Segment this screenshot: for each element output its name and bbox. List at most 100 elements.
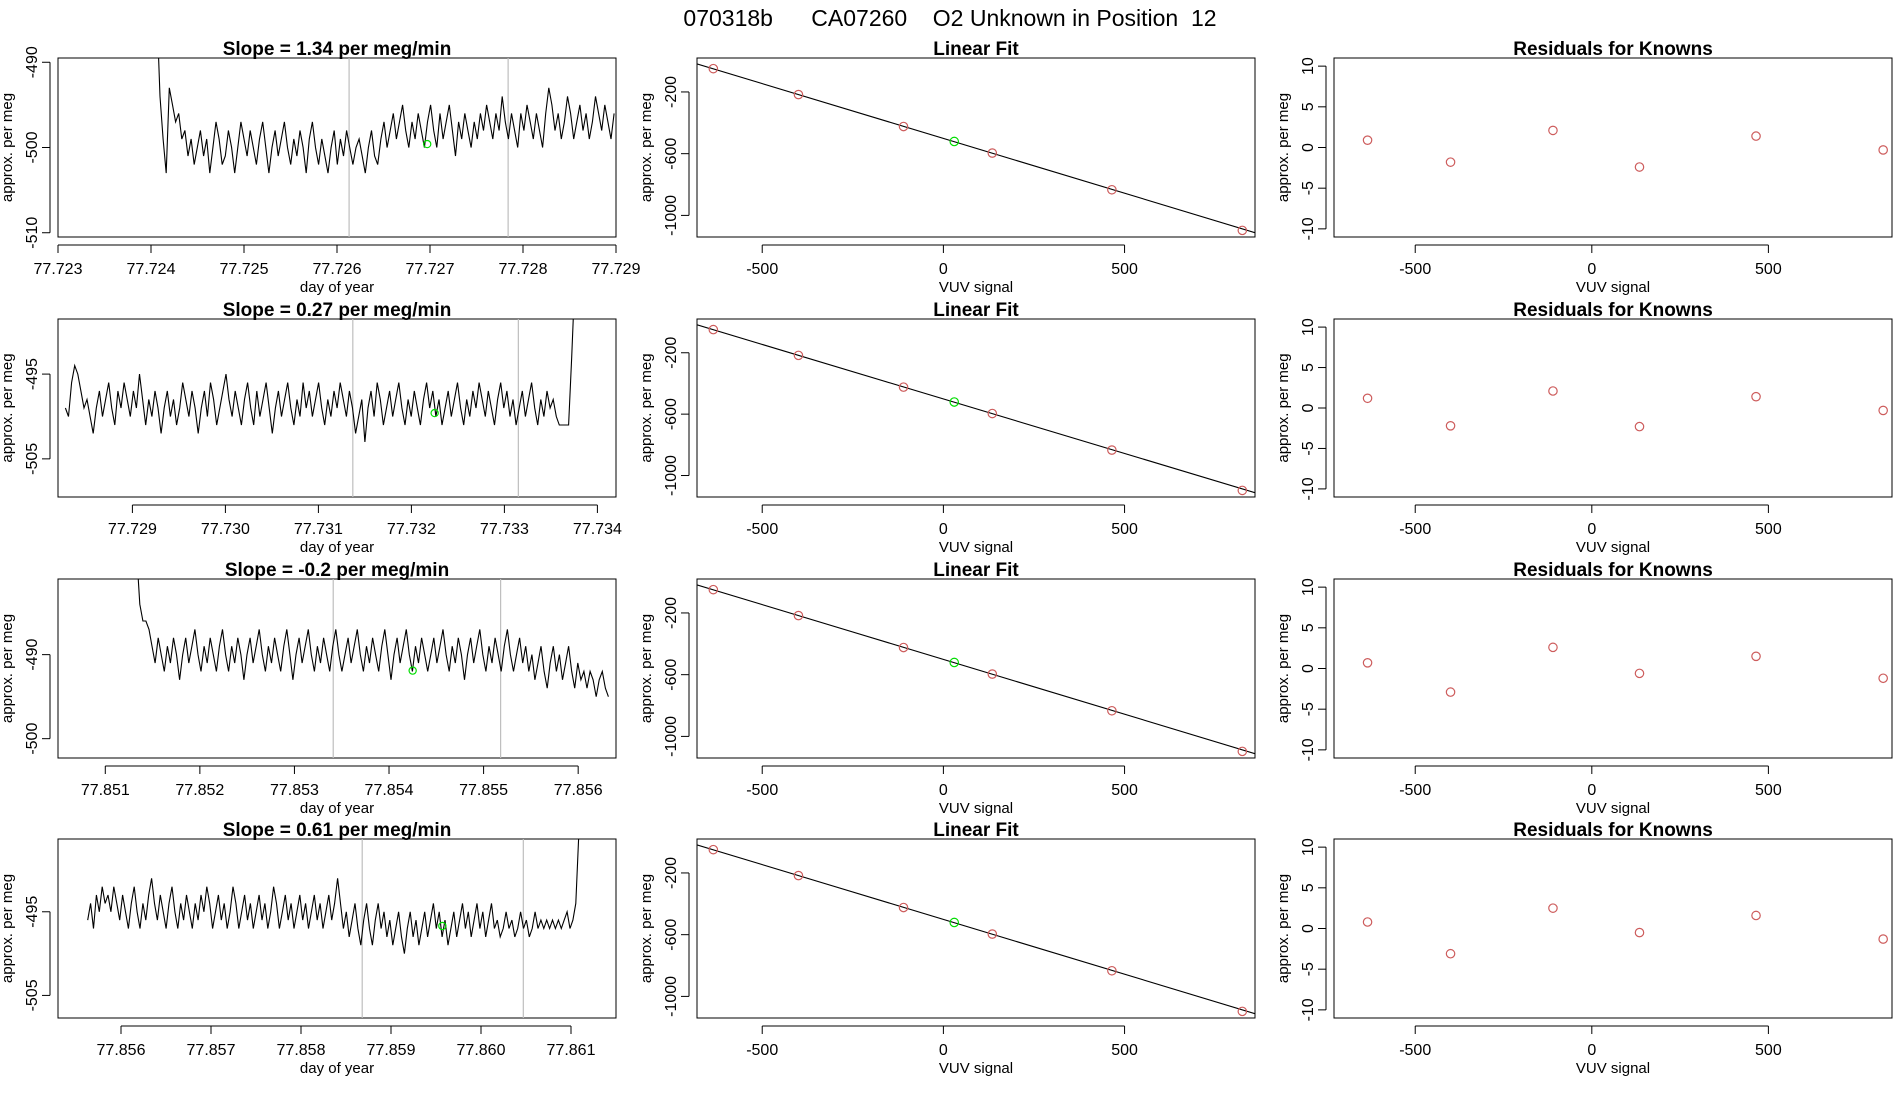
- plot-frame: [57, 838, 617, 1019]
- x-tick-label: 77.729: [592, 261, 641, 278]
- x-tick-label: -500: [746, 782, 778, 799]
- known-point: [1634, 162, 1645, 172]
- plot-frame: [696, 318, 1256, 498]
- known-point: [987, 148, 998, 158]
- y-tick-label: 5: [1300, 102, 1317, 111]
- x-tick-label: 0: [939, 1042, 948, 1059]
- fit-line: [697, 63, 1255, 234]
- panel-r3-c2: Linear Fit -500 0 500 VUV signal -200 -600 -100…: [638, 560, 1256, 817]
- plot-area: [137, 579, 609, 758]
- panel-title: Linear Fit: [933, 39, 1019, 60]
- x-axis-label: VUV signal: [1576, 800, 1650, 817]
- x-tick-label: 77.857: [187, 1042, 236, 1059]
- x-tick-label: 77.724: [127, 261, 176, 278]
- y-axis-label: approx. per meg: [1275, 93, 1292, 202]
- y-tick-label: 10: [1300, 578, 1317, 596]
- x-tick-label: 77.851: [81, 782, 130, 799]
- unknown-point: [949, 917, 960, 928]
- panel-title: Linear Fit: [933, 300, 1019, 321]
- known-point: [1237, 485, 1248, 496]
- y-tick-label: -5: [1300, 962, 1317, 976]
- panel-r3-c3: Residuals for Knowns -500 0 500 VUV signal 10…: [1275, 560, 1893, 817]
- known-point: [793, 870, 804, 881]
- plot-area: [1362, 125, 1888, 172]
- y-tick-label: 5: [1300, 623, 1317, 632]
- panel-title: Residuals for Knowns: [1513, 300, 1713, 321]
- x-tick-label: 77.728: [499, 261, 548, 278]
- x-tick-label: 0: [1587, 1042, 1596, 1059]
- plot-frame: [57, 57, 617, 238]
- known-point: [1445, 157, 1456, 167]
- y-axis-label: approx. per meg: [0, 614, 16, 723]
- plot-area: [1362, 642, 1888, 697]
- panel-r4-c2: Linear Fit -500 0 500 VUV signal -200 -600 -100…: [638, 820, 1256, 1077]
- y-tick-label: -5: [1300, 441, 1317, 455]
- unknown-mean-point: [408, 666, 417, 675]
- x-tick-label: 77.733: [480, 521, 529, 538]
- y-axis-label: approx. per meg: [638, 93, 655, 202]
- panel-r1-c3: Residuals for Knowns -500 0 500 VUV signal 10…: [1275, 39, 1893, 296]
- known-point: [708, 844, 719, 855]
- x-tick-label: 0: [1587, 261, 1596, 278]
- y-tick-label: -490: [24, 639, 41, 671]
- plot-frame: [696, 578, 1256, 759]
- unknown-mean-point: [438, 921, 447, 931]
- x-tick-label: 77.727: [406, 261, 455, 278]
- known-point: [1878, 145, 1888, 155]
- x-tick-label: 500: [1755, 261, 1782, 278]
- plot-area: [158, 58, 615, 237]
- y-axis-label: approx. per meg: [0, 353, 16, 462]
- panel-r4-c1: Slope = 0.61 per meg/min 77.856 77.857 77.8…: [0, 820, 617, 1077]
- known-point: [1362, 393, 1373, 404]
- x-tick-label: -500: [1399, 782, 1431, 799]
- x-tick-label: 77.861: [547, 1042, 596, 1059]
- panel-r1-c2: Linear Fit -500 0 500 VUV signal -200 -600 -100…: [638, 39, 1256, 296]
- known-point: [793, 610, 804, 621]
- panel-r2-c3: Residuals for Knowns -500 0 500 VUV signal 10…: [1275, 300, 1893, 556]
- x-axis-label: VUV signal: [939, 279, 1013, 296]
- x-axis-label: VUV signal: [939, 539, 1013, 556]
- page-title: 070318b CA07260 O2 Unknown in Position 1…: [683, 5, 1217, 31]
- known-point: [1107, 965, 1117, 976]
- known-point: [987, 669, 998, 679]
- x-tick-label: 0: [1587, 782, 1596, 799]
- panel-r2-c1: Slope = 0.27 per meg/min 77.729 77.730 77.7…: [0, 300, 622, 556]
- known-point: [1634, 927, 1645, 938]
- known-point: [708, 324, 719, 335]
- y-tick-label: -5: [1300, 702, 1317, 716]
- x-axis-label: day of year: [300, 800, 374, 817]
- x-axis-label: VUV signal: [1576, 279, 1650, 296]
- plot-frame: [1333, 578, 1893, 759]
- known-point: [708, 584, 719, 595]
- plot-frame: [696, 838, 1256, 1019]
- known-point: [1548, 642, 1558, 653]
- y-tick-label: -505: [24, 979, 41, 1011]
- x-tick-label: 77.859: [367, 1042, 416, 1059]
- x-tick-label: 77.856: [554, 782, 603, 799]
- y-tick-label: -1000: [663, 195, 680, 236]
- panel-r1-c1: Slope = 1.34 per meg/min 77.723 77.724 77.7…: [0, 39, 641, 296]
- fit-line: [697, 584, 1255, 755]
- series-line: [137, 579, 609, 697]
- known-point: [1107, 705, 1117, 716]
- y-axis-label: approx. per meg: [1275, 614, 1292, 723]
- known-point: [898, 642, 909, 653]
- x-tick-label: 0: [939, 261, 948, 278]
- y-axis-label: approx. per meg: [1275, 353, 1292, 462]
- known-point: [1107, 445, 1117, 455]
- x-tick-label: -500: [1399, 261, 1431, 278]
- known-point: [1445, 948, 1456, 959]
- plot-area: [697, 844, 1255, 1017]
- y-tick-label: 0: [1300, 403, 1317, 412]
- known-point: [1107, 184, 1117, 195]
- known-point: [793, 350, 804, 361]
- y-tick-label: 0: [1300, 664, 1317, 673]
- plot-area: [1362, 903, 1888, 959]
- known-point: [1362, 658, 1373, 668]
- panel-r4-c3: Residuals for Knowns -500 0 500 VUV signal 10…: [1275, 820, 1893, 1077]
- known-point: [1548, 386, 1558, 396]
- x-tick-label: 77.860: [457, 1042, 506, 1059]
- x-tick-label: -500: [1399, 521, 1431, 538]
- known-point: [708, 63, 719, 74]
